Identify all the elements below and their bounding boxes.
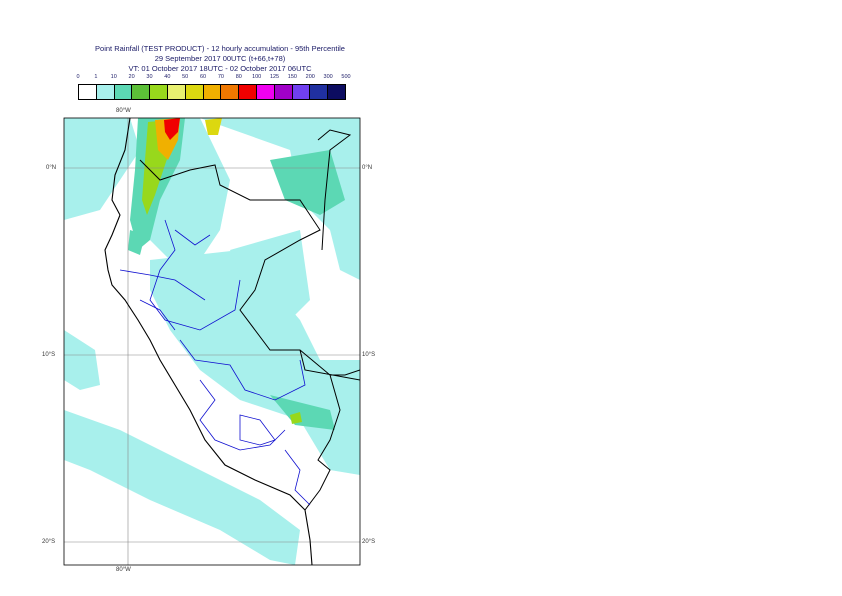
legend-tick: 50 <box>182 74 189 80</box>
color-legend <box>78 84 346 100</box>
lat-label-10s-left: 10°S <box>42 352 56 358</box>
legend-tick: 100 <box>252 74 262 80</box>
legend-tick: 30 <box>146 74 153 80</box>
legend-tick: 0 <box>76 74 80 80</box>
legend-swatch <box>167 85 186 99</box>
lat-label-0-left: 0°N <box>46 165 57 171</box>
light-rain-area <box>64 118 360 565</box>
legend-swatch <box>310 85 329 99</box>
lat-label-20s-right: 20°S <box>362 539 376 545</box>
legend-tick: 40 <box>164 74 171 80</box>
graticule <box>64 118 360 565</box>
lat-label-20s-left: 20°S <box>42 539 56 545</box>
legend-tick: 300 <box>323 74 333 80</box>
legend-swatch <box>185 85 204 99</box>
legend-swatch <box>221 85 240 99</box>
bottom-lon-label: 80°W <box>116 567 131 573</box>
intense-rain-core <box>164 118 180 140</box>
legend-swatch <box>203 85 222 99</box>
admin-borders <box>119 219 311 506</box>
legend-tick: 20 <box>128 74 135 80</box>
legend-tick: 150 <box>287 74 297 80</box>
legend-swatch <box>239 85 257 99</box>
legend-tick: 200 <box>305 74 315 80</box>
legend-swatch <box>274 85 293 99</box>
legend-swatch <box>256 85 275 99</box>
legend-swatch <box>79 85 97 99</box>
legend-swatch <box>132 85 151 99</box>
legend-swatch <box>328 85 345 99</box>
lat-label-10s-right: 10°S <box>362 352 376 358</box>
country-border <box>139 129 360 511</box>
lat-label-0-right: 0°N <box>362 165 373 171</box>
moderate-rain-spot <box>205 118 222 135</box>
legend-tick: 1 <box>94 74 98 80</box>
map-frame <box>63 117 361 566</box>
top-lon-label: 80°W <box>116 108 131 114</box>
legend-swatch <box>150 85 168 99</box>
map-title-line1: Point Rainfall (TEST PRODUCT) - 12 hourl… <box>95 44 345 53</box>
legend-tick: 70 <box>217 74 224 80</box>
legend-tick: 125 <box>269 74 280 80</box>
legend-tick: 80 <box>235 74 242 80</box>
legend-swatch <box>96 85 115 99</box>
legend-tick: 500 <box>341 74 351 80</box>
legend-tick: 10 <box>110 74 117 80</box>
map-title-line3: VT: 01 October 2017 18UTC - 02 October 2… <box>128 64 312 73</box>
coastline <box>104 118 313 565</box>
map-title-line2: 29 September 2017 00UTC (t+66,t+78) <box>154 54 286 63</box>
legend-tick: 60 <box>200 74 207 80</box>
moderate-rain-spot-2 <box>290 412 302 424</box>
legend-swatch <box>114 85 133 99</box>
legend-swatch <box>292 85 311 99</box>
